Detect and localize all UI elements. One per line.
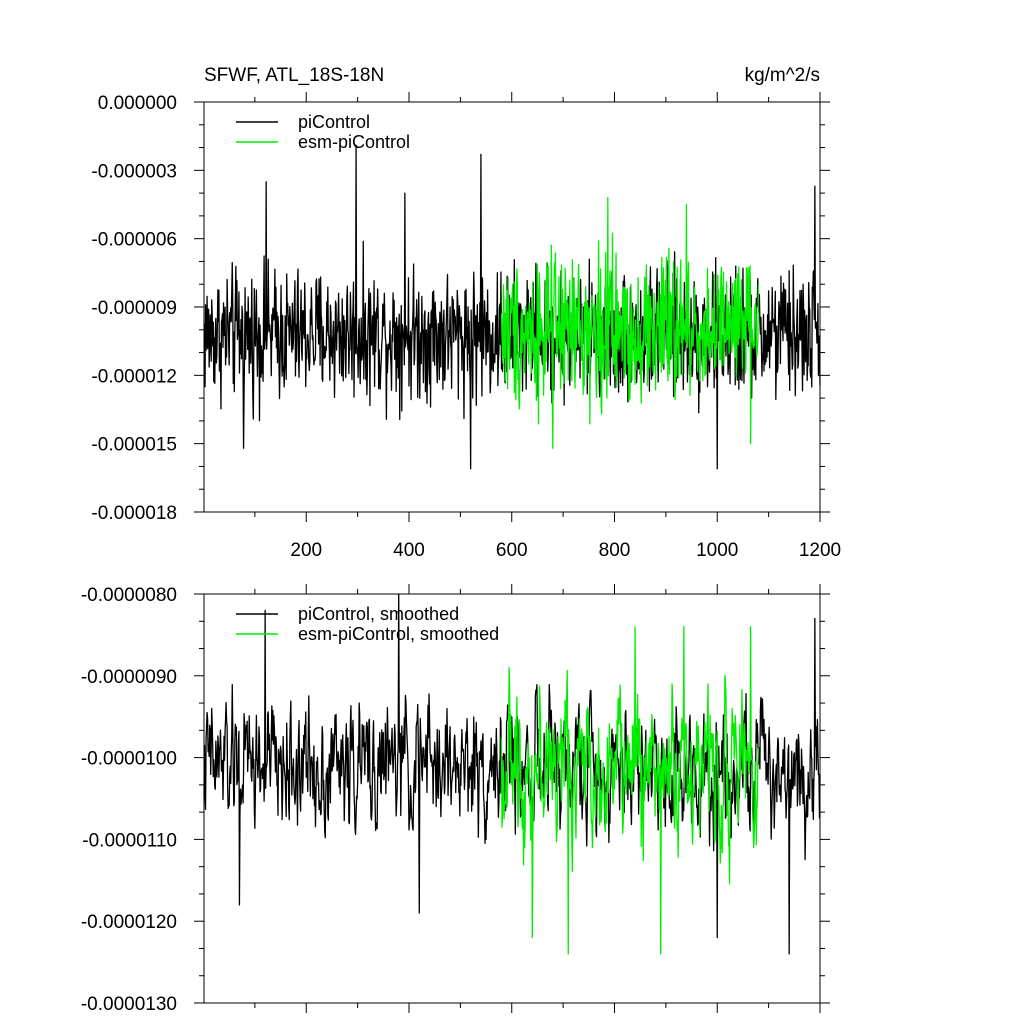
top-panel: 200 400 600 800 1000 1200 0.000000 -0.000003 -0.… bbox=[91, 92, 841, 561]
x-tick-label: 200 bbox=[290, 540, 322, 561]
y-tick-label: 0.000000 bbox=[98, 93, 177, 114]
y-tick-label: -0.0000130 bbox=[81, 994, 177, 1015]
series-line-esm-picontrol bbox=[500, 197, 759, 449]
y-tick-label: -0.000006 bbox=[91, 230, 177, 251]
x-tick-label: 1000 bbox=[696, 540, 738, 561]
legend-label: esm-piControl, smoothed bbox=[298, 624, 499, 644]
legend-label: piControl bbox=[298, 112, 370, 132]
y-tick-label: -0.000009 bbox=[91, 298, 177, 319]
bottom-panel: -0.0000080 -0.0000090 -0.0000100 -0.0000110… bbox=[81, 584, 830, 1015]
y-tick-label: -0.000018 bbox=[91, 503, 177, 524]
x-tick-label: 800 bbox=[599, 540, 631, 561]
series-line-esm-picontrol-smoothed bbox=[500, 626, 759, 955]
y-tick-label: -0.0000120 bbox=[81, 912, 177, 933]
legend-label: piControl, smoothed bbox=[298, 604, 459, 624]
y-tick-label: -0.0000110 bbox=[82, 830, 177, 851]
y-tick-label: -0.000015 bbox=[91, 435, 177, 456]
legend-label: esm-piControl bbox=[298, 132, 410, 152]
series-line-picontrol-smoothed bbox=[203, 593, 821, 955]
units-label: kg/m^2/s bbox=[745, 65, 820, 86]
y-tick-label: -0.000012 bbox=[91, 366, 177, 387]
x-tick-label: 1200 bbox=[799, 540, 841, 561]
chart-title: SFWF, ATL_18S-18N bbox=[204, 65, 384, 86]
y-tick-label: -0.0000090 bbox=[81, 667, 177, 688]
x-tick-label: 600 bbox=[496, 540, 528, 561]
y-tick-label: -0.000003 bbox=[91, 161, 177, 182]
x-tick-label: 400 bbox=[393, 540, 425, 561]
y-tick-label: -0.0000080 bbox=[81, 585, 177, 606]
y-tick-label: -0.0000100 bbox=[81, 749, 177, 770]
